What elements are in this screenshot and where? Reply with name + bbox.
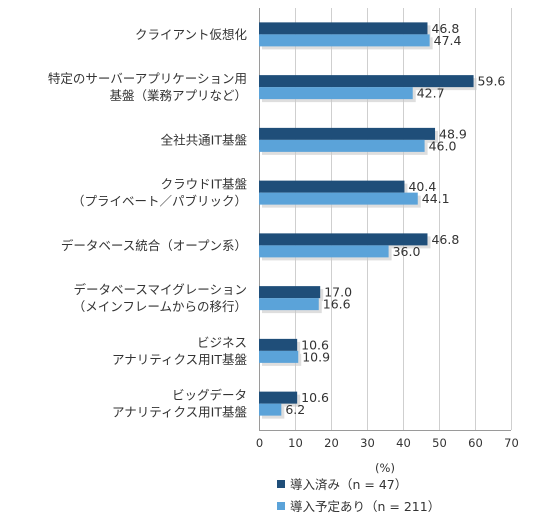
- value-label: 46.8: [431, 232, 459, 247]
- bar-planned: [259, 87, 413, 100]
- value-label: 40.4: [408, 179, 436, 194]
- bar-deployed: [259, 391, 298, 404]
- bar-deployed: [259, 233, 428, 246]
- x-tick-label: 60: [468, 436, 483, 450]
- gridlines: [259, 8, 512, 431]
- value-label: 42.7: [417, 86, 445, 101]
- bar-deployed: [259, 180, 405, 193]
- bar-deployed: [259, 22, 428, 35]
- value-label: 46.8: [431, 21, 459, 36]
- legend-swatch: [277, 502, 285, 510]
- category-label: クラウドIT基盤: [161, 177, 248, 192]
- value-label: 17.0: [324, 285, 352, 300]
- x-tick-label: 10: [288, 436, 303, 450]
- value-label: 16.6: [323, 297, 351, 312]
- value-label: 10.6: [301, 390, 329, 405]
- category-label: クライアント仮想化: [135, 27, 248, 42]
- legend-label: 導入済み（n = 47）: [290, 477, 407, 492]
- x-tick-label: 70: [504, 436, 519, 450]
- value-label: 36.0: [393, 244, 421, 259]
- bar-deployed: [259, 286, 321, 299]
- bar-deployed: [259, 338, 298, 351]
- x-tick-label: 0: [256, 436, 263, 450]
- x-axis-ticks: 0 10 20 30 40 50 60 70: [256, 436, 519, 450]
- x-tick-label: 30: [360, 436, 375, 450]
- value-label: 59.6: [478, 74, 506, 89]
- value-label: 10.6: [301, 337, 329, 352]
- x-tick-label: 40: [396, 436, 411, 450]
- value-label: 47.4: [434, 33, 462, 48]
- legend-swatch: [277, 480, 285, 488]
- category-label: アナリティクス用IT基盤: [112, 352, 247, 367]
- bar-planned: [259, 139, 425, 152]
- x-axis-unit-label: (%): [375, 461, 395, 475]
- x-tick-label: 50: [432, 436, 447, 450]
- category-label: ビッグデータ: [172, 388, 247, 403]
- bar-planned: [259, 350, 299, 363]
- bar-deployed: [259, 127, 436, 140]
- category-label: ビジネス: [197, 335, 247, 350]
- bar-deployed: [259, 75, 474, 88]
- value-label: 44.1: [422, 191, 450, 206]
- bar-planned: [259, 245, 389, 258]
- category-label: アナリティクス用IT基盤: [112, 405, 247, 420]
- category-label: データベースマイグレーション: [73, 282, 247, 297]
- value-label: 6.2: [285, 402, 305, 417]
- category-label: （プライベート／パブリック）: [72, 194, 247, 209]
- legend: 導入済み（n = 47） 導入予定あり（n = 211）: [277, 477, 440, 514]
- bar-planned: [259, 298, 319, 311]
- category-label: データベース統合（オープン系）: [61, 238, 247, 253]
- category-label: 基盤（業務アプリなど）: [109, 88, 247, 103]
- bar-planned: [259, 34, 430, 47]
- category-label: 特定のサーバーアプリケーション用: [48, 71, 247, 86]
- value-label: 10.9: [302, 349, 330, 364]
- category-label: 全社共通IT基盤: [161, 132, 248, 147]
- bar-planned: [259, 192, 418, 205]
- bars: [259, 22, 477, 419]
- value-label: 48.9: [439, 126, 467, 141]
- legend-label: 導入予定あり（n = 211）: [290, 499, 440, 514]
- value-labels: 46.847.459.642.748.946.040.444.146.836.0…: [285, 21, 505, 417]
- category-label: （メインフレームからの移行）: [73, 299, 247, 314]
- value-label: 46.0: [429, 138, 457, 153]
- bar-planned: [259, 403, 282, 416]
- x-tick-label: 20: [324, 436, 339, 450]
